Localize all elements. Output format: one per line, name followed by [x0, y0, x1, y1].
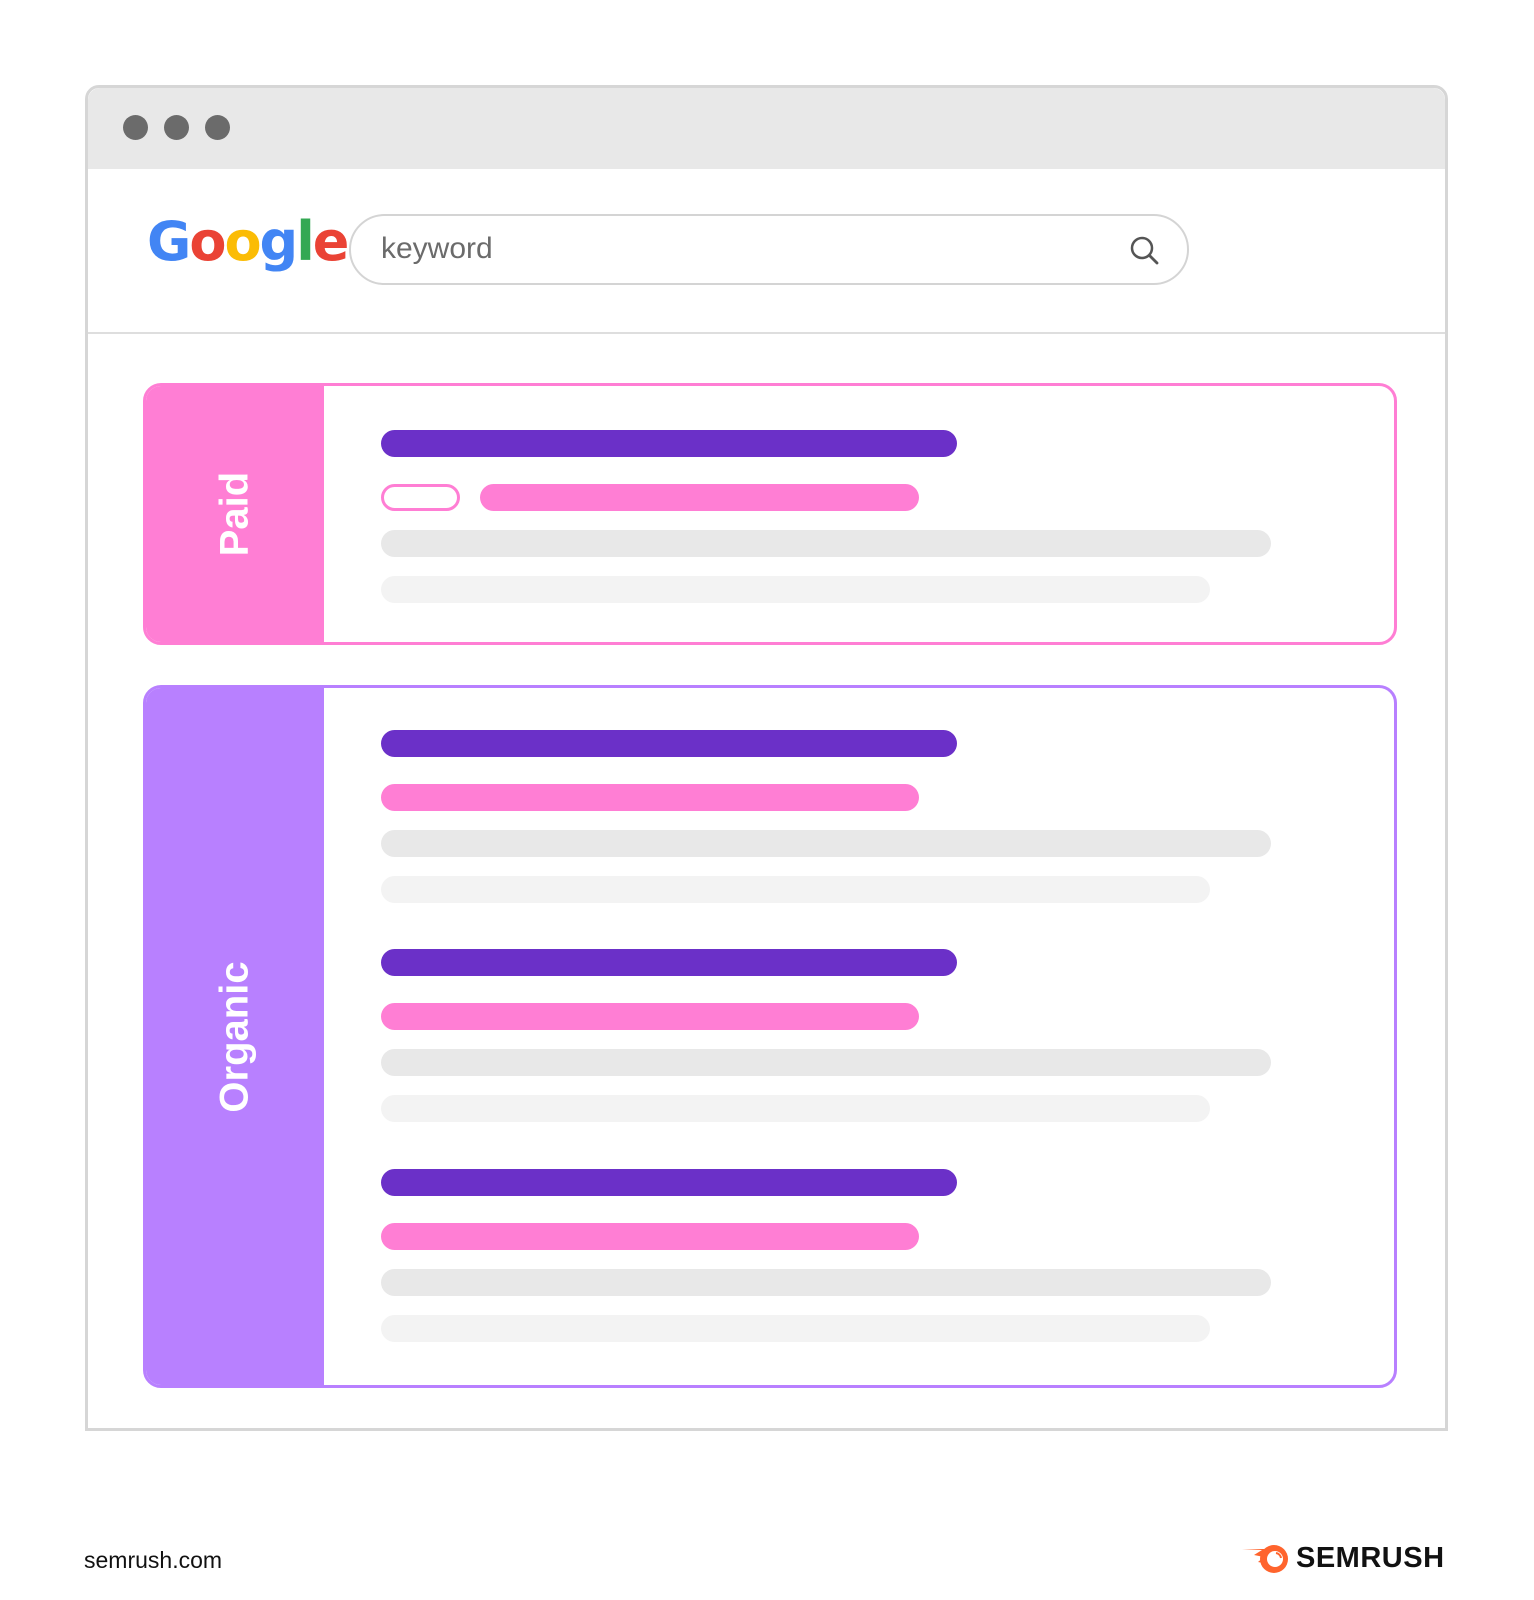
search-query[interactable]: keyword [381, 232, 493, 265]
result-description-line [381, 576, 1210, 603]
paid-sidebar: Paid [146, 386, 324, 642]
paid-label: Paid [212, 471, 257, 557]
result-description-line [381, 1315, 1210, 1342]
paid-result-box: Paid [143, 383, 1397, 645]
result-title-line [381, 730, 957, 757]
result-description-line [381, 876, 1210, 903]
result-title-line [381, 949, 957, 976]
result-url-line [381, 1003, 919, 1030]
organic-results-box: Organic [143, 685, 1397, 1388]
semrush-wordmark: SEMRUSH [1296, 1542, 1445, 1574]
result-description-line [381, 1049, 1271, 1076]
browser-window: Google keyword Paid Organic [85, 85, 1448, 1431]
organic-label: Organic [212, 960, 257, 1113]
result-description-line [381, 530, 1271, 557]
google-logo: Google [147, 210, 349, 273]
result-url-line [381, 1223, 919, 1250]
organic-sidebar: Organic [146, 688, 324, 1385]
header-divider [88, 332, 1445, 334]
semrush-logo: SEMRUSH [1240, 1542, 1445, 1575]
browser-title-bar [88, 88, 1445, 169]
semrush-fireball-icon [1242, 1544, 1288, 1573]
result-url-line [381, 784, 919, 811]
search-icon[interactable] [1129, 235, 1161, 267]
window-maximize-dot [205, 115, 230, 140]
ad-badge [381, 484, 460, 511]
window-close-dot [123, 115, 148, 140]
result-description-line [381, 1095, 1210, 1122]
search-input[interactable]: keyword [349, 214, 1189, 285]
result-title-line [381, 1169, 957, 1196]
result-url-line [480, 484, 919, 511]
result-title-line [381, 430, 957, 457]
footer-url: semrush.com [84, 1547, 223, 1573]
window-minimize-dot [164, 115, 189, 140]
result-description-line [381, 1269, 1271, 1296]
result-description-line [381, 830, 1271, 857]
